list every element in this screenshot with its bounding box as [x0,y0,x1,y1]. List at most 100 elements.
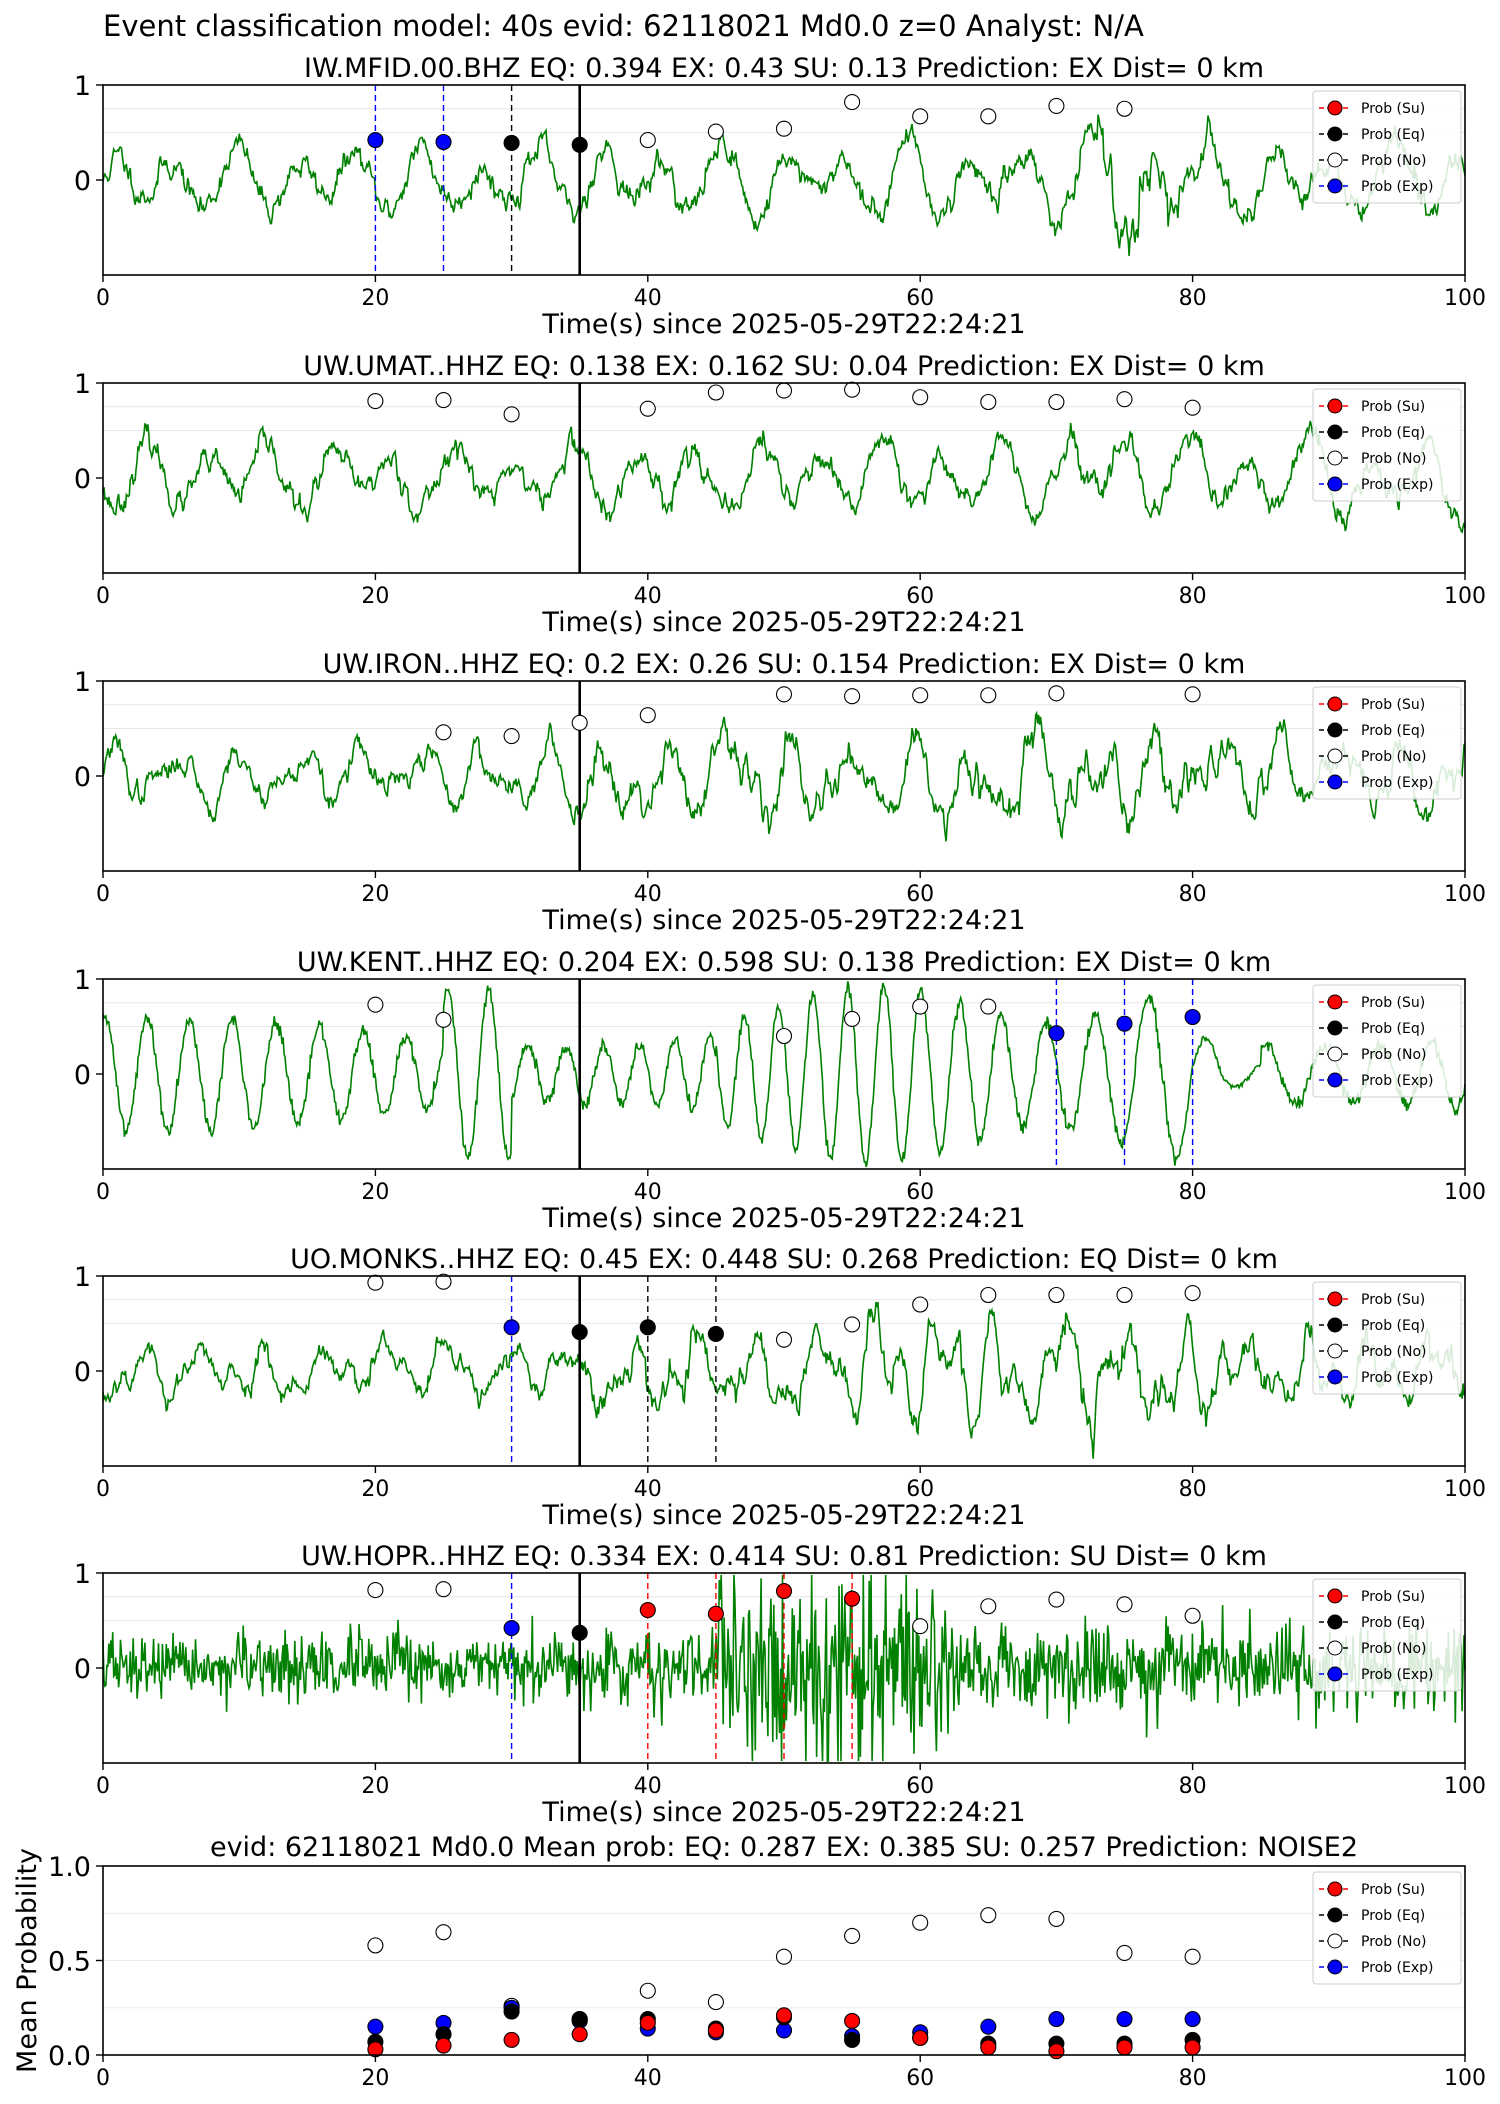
panel-2-xtick-label-1: 20 [361,584,389,609]
panel-4-xtick-label-4: 80 [1179,1180,1207,1205]
mean-panel-ytick-label-2: 1.0 [48,1852,91,1883]
panel-5-legend-su-marker [1327,1291,1343,1307]
panel-1-xtick-label-4: 80 [1179,286,1207,311]
mean-panel-no-point-11 [1116,1944,1133,1961]
panel-4-ytick-label-1: 1 [74,965,91,996]
mean-panel-ylabel: Mean Probability [12,1848,43,2073]
panel-2-legend-exp-label: Prob (Exp) [1361,477,1434,493]
panel-2-point-5 [775,382,793,399]
panel-1-legend-su-marker [1327,100,1343,116]
mean-panel-legend-no-marker [1327,1933,1343,1949]
panel-2-point-6 [844,381,861,398]
panel-6-legend-exp-label: Prob (Exp) [1361,1667,1434,1683]
panel-2-waveform [102,420,1466,534]
panel-3-point-8 [1048,685,1065,702]
panel-5-ytick-label-0: 0 [74,1357,91,1388]
panel-2-xtick-label-3: 60 [906,584,934,609]
panel-2-title: UW.UMAT..HHZ EQ: 0.138 EX: 0.162 SU: 0.0… [303,351,1265,382]
mean-panel-su-point-10 [1048,2043,1065,2060]
panel-2-legend-su-label: Prob (Su) [1361,399,1425,415]
mean-panel-exp-point-0 [367,2018,384,2035]
panel-2-point-10 [1116,391,1133,408]
panel-5: UO.MONKS..HHZ EQ: 0.45 EX: 0.448 SU: 0.2… [74,1244,1486,1531]
panel-6-ytick-label-1: 1 [74,1559,91,1590]
panel-5-point-12 [1184,1285,1201,1302]
panel-4-legend-su-marker [1327,994,1343,1010]
panel-5-point-7 [844,1316,861,1333]
panel-3-xtick-label-3: 60 [906,882,934,907]
panel-3-legend-exp-marker [1327,774,1343,790]
mean-panel-eq-point-7 [844,2031,861,2048]
panel-1-point-10 [1048,97,1065,114]
panel-3-ytick-label-1: 1 [74,667,91,698]
panel-1-xtick-label-2: 40 [634,286,662,311]
panel-3-point-6 [912,687,929,704]
mean-panel-no-point-4 [639,1982,656,1999]
mean-panel-su-point-9 [980,2039,997,2056]
panel-1-point-3 [571,136,588,153]
panel-6-point-10 [1048,1591,1065,1608]
panel-5-xtick-label-2: 40 [634,1477,662,1502]
panel-2-xtick-label-0: 0 [96,584,110,609]
panel-3-xtick-label-2: 40 [634,882,662,907]
panel-1-legend-exp-label: Prob (Exp) [1361,179,1434,195]
panel-4-frame [102,978,1466,1170]
panel-5-legend-eq-marker [1327,1317,1343,1333]
panel-2-legend-exp-marker [1327,476,1343,492]
panel-5-xtick-label-0: 0 [96,1477,110,1502]
panel-3-ytick-label-0: 0 [74,762,91,793]
mean-panel-exp-point-10 [1048,2011,1065,2028]
panel-1-point-9 [980,108,997,125]
panel-3-legend-su-marker [1327,696,1343,712]
panel-2-point-3 [639,400,656,417]
panel-4-point-0 [367,996,384,1013]
mean-panel-ytick-label-1: 0.5 [48,1947,91,1978]
panel-4-legend-exp-label: Prob (Exp) [1361,1073,1434,1089]
panel-6-legend-exp-marker [1327,1666,1343,1682]
mean-panel-xtick-label-4: 80 [1179,2066,1207,2091]
panel-6: UW.HOPR..HHZ EQ: 0.334 EX: 0.414 SU: 0.8… [74,1541,1486,1828]
panel-3-xtick-label-4: 80 [1179,882,1207,907]
panel-4-point-1 [435,1011,452,1028]
panel-2-legend-no-label: Prob (No) [1361,451,1427,467]
panel-2-ytick-label-0: 0 [74,464,91,495]
panel-5-legend-exp-label: Prob (Exp) [1361,1370,1434,1386]
panel-3-legend-no-marker [1327,748,1343,764]
panel-6-xlabel: Time(s) since 2025-05-29T22:24:21 [541,1797,1025,1828]
panel-5-waveform [102,1301,1466,1459]
panel-4-legend-eq-marker [1327,1020,1343,1036]
panel-6-point-0 [367,1582,384,1599]
panel-2-xlabel: Time(s) since 2025-05-29T22:24:21 [541,607,1025,638]
panel-5-xtick-label-3: 60 [906,1477,934,1502]
panel-6-point-9 [980,1598,997,1615]
mean-panel-su-point-11 [1116,2039,1133,2056]
panel-3: UW.IRON..HHZ EQ: 0.2 EX: 0.26 SU: 0.154 … [74,649,1486,936]
panel-2-legend-frame [1312,388,1462,502]
panel-5-point-9 [980,1286,997,1304]
panel-1-point-1 [435,133,452,151]
mean-panel-xtick-label-2: 40 [634,2066,662,2091]
mean-panel-xtick-label-3: 60 [906,2066,934,2091]
panel-6-title: UW.HOPR..HHZ EQ: 0.334 EX: 0.414 SU: 0.8… [301,1541,1267,1572]
mean-panel-legend-exp-label: Prob (Exp) [1361,1960,1434,1976]
panel-1-legend-frame [1312,90,1462,204]
panel-6-legend-no-label: Prob (No) [1361,1641,1427,1657]
panel-1-point-0 [367,132,384,149]
panel-1-legend-eq-label: Prob (Eq) [1361,127,1425,143]
panel-6-legend-su-label: Prob (Su) [1361,1589,1425,1605]
panel-6-point-12 [1184,1607,1201,1624]
panel-5-xtick-label-1: 20 [361,1477,389,1502]
mean-panel-legend-eq-marker [1327,1907,1343,1923]
panel-1-title: IW.MFID.00.BHZ EQ: 0.394 EX: 0.43 SU: 0.… [304,53,1264,84]
panel-6-point-2 [503,1620,520,1637]
panel-2-xtick-label-2: 40 [634,584,662,609]
mean-panel-ytick-label-0: 0.0 [48,2041,91,2072]
panel-2-frame [102,382,1466,574]
panel-3-point-3 [639,707,656,724]
panel-3-xtick-label-5: 100 [1444,882,1486,907]
panel-6-xtick-label-2: 40 [634,1774,662,1799]
mean-panel-legend-su-label: Prob (Su) [1361,1882,1425,1898]
panel-1-xtick-label-1: 20 [361,286,389,311]
mean-panel-no-point-12 [1184,1948,1201,1965]
panel-6-point-11 [1116,1596,1133,1613]
